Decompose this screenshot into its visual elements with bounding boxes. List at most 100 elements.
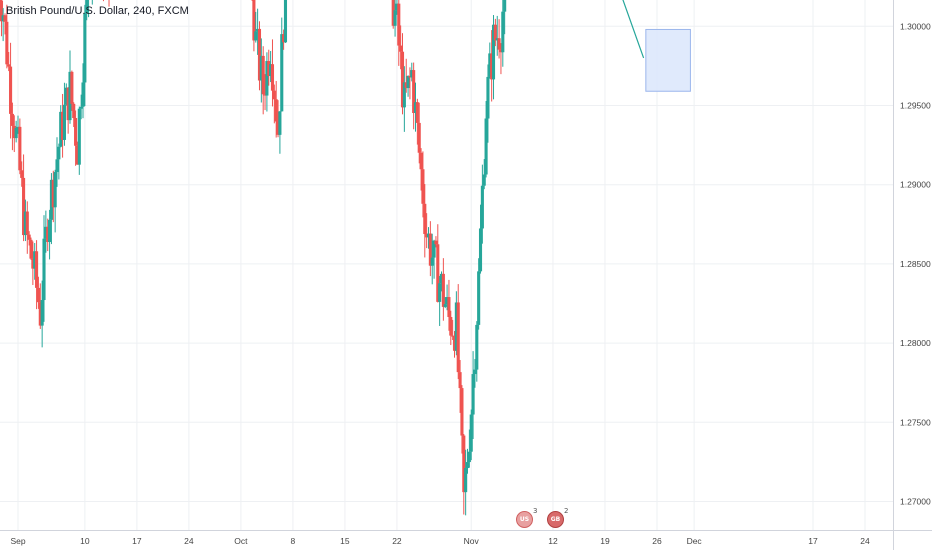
candle-body[interactable] xyxy=(421,169,425,204)
candle-body[interactable] xyxy=(254,31,258,41)
candle-body[interactable] xyxy=(257,28,262,81)
candle-body[interactable] xyxy=(62,104,66,140)
candle-body[interactable] xyxy=(276,121,280,135)
candle-body[interactable] xyxy=(280,34,284,112)
candle-body[interactable] xyxy=(417,122,421,153)
candle-body[interactable] xyxy=(406,75,410,89)
candle-body[interactable] xyxy=(486,76,490,119)
candle-body[interactable] xyxy=(478,228,483,272)
candle-body[interactable] xyxy=(283,0,288,43)
price-axis[interactable]: 1.330001.325001.320001.315001.310001.305… xyxy=(900,0,931,507)
candle-body[interactable] xyxy=(408,75,412,78)
candle-body[interactable] xyxy=(491,24,496,80)
candle-body[interactable] xyxy=(51,179,55,208)
candle-body[interactable] xyxy=(501,11,505,53)
candle-body[interactable] xyxy=(77,108,81,165)
candle-body[interactable] xyxy=(426,233,431,238)
candle-body[interactable] xyxy=(495,38,499,41)
candle-body[interactable] xyxy=(18,126,22,171)
candle-body[interactable] xyxy=(42,238,46,301)
candle-body[interactable] xyxy=(412,70,416,113)
candle-body[interactable] xyxy=(428,233,432,266)
candle-body[interactable] xyxy=(480,185,484,229)
candle-body[interactable] xyxy=(413,102,418,113)
candle-body[interactable] xyxy=(68,71,72,121)
candle-body[interactable] xyxy=(447,297,451,317)
candle-body[interactable] xyxy=(33,251,37,269)
candle-body[interactable] xyxy=(484,118,488,175)
candle-body[interactable] xyxy=(252,0,256,41)
candles[interactable] xyxy=(0,0,540,516)
candle-body[interactable] xyxy=(35,251,39,288)
candle-body[interactable] xyxy=(458,372,462,389)
candle-body[interactable] xyxy=(419,152,423,170)
candle-body[interactable] xyxy=(443,304,447,307)
projection-path[interactable] xyxy=(542,0,645,59)
candle-body[interactable] xyxy=(79,106,83,109)
candle-body[interactable] xyxy=(467,451,471,463)
candle-body[interactable] xyxy=(20,170,24,178)
candle-body[interactable] xyxy=(23,211,27,236)
candle-body[interactable] xyxy=(503,0,507,12)
candle-body[interactable] xyxy=(265,61,269,96)
candle-body[interactable] xyxy=(451,335,455,337)
candle-body[interactable] xyxy=(456,302,460,373)
candle-body[interactable] xyxy=(269,64,273,77)
candle-body[interactable] xyxy=(477,271,481,325)
gbr-flag-icon[interactable]: GB xyxy=(547,511,564,528)
candle-body[interactable] xyxy=(423,203,427,235)
candle-body[interactable] xyxy=(493,24,497,41)
candle-body[interactable] xyxy=(72,103,76,119)
candle-body[interactable] xyxy=(430,257,434,266)
event-gbr[interactable]: GB 2 xyxy=(547,507,568,528)
target-zone[interactable] xyxy=(645,28,691,92)
candle-body[interactable] xyxy=(410,70,414,78)
candle-body[interactable] xyxy=(12,125,16,139)
candle-body[interactable] xyxy=(473,369,477,375)
candle-body[interactable] xyxy=(462,435,466,493)
candle-body[interactable] xyxy=(278,111,282,135)
candle-body[interactable] xyxy=(441,273,445,307)
candle-body[interactable] xyxy=(432,240,436,258)
candle-body[interactable] xyxy=(38,302,42,326)
candle-body[interactable] xyxy=(263,94,267,96)
candle-body[interactable] xyxy=(74,118,78,146)
candle-body[interactable] xyxy=(49,179,53,220)
candle-body[interactable] xyxy=(55,159,59,173)
candle-body[interactable] xyxy=(465,462,470,469)
candle-body[interactable] xyxy=(10,113,14,126)
candle-body[interactable] xyxy=(464,468,468,493)
economic-events[interactable]: US 3 GB 2 xyxy=(516,507,568,528)
candle-body[interactable] xyxy=(482,174,486,186)
candle-body[interactable] xyxy=(397,3,401,46)
candle-body[interactable] xyxy=(31,258,35,269)
candle-body[interactable] xyxy=(3,15,7,22)
candle-body[interactable] xyxy=(48,219,52,243)
candle-body[interactable] xyxy=(1,15,5,22)
candle-body[interactable] xyxy=(471,374,475,415)
candle-body[interactable] xyxy=(29,239,33,259)
candle-body[interactable] xyxy=(267,61,271,77)
candle-body[interactable] xyxy=(40,300,44,326)
candle-body[interactable] xyxy=(83,13,87,83)
candle-body[interactable] xyxy=(274,99,278,122)
candle-body[interactable] xyxy=(399,45,403,52)
candle-body[interactable] xyxy=(436,244,440,302)
candle-body[interactable] xyxy=(0,0,4,22)
candle-body[interactable] xyxy=(5,21,9,65)
candle-body[interactable] xyxy=(44,226,48,239)
candle-body[interactable] xyxy=(64,87,68,105)
candle-body[interactable] xyxy=(261,55,265,95)
candle-body[interactable] xyxy=(391,0,395,26)
usa-flag-icon[interactable]: US xyxy=(516,511,533,528)
candle-body[interactable] xyxy=(439,273,444,284)
candle-body[interactable] xyxy=(66,87,70,121)
candle-body[interactable] xyxy=(434,240,438,245)
candle-body[interactable] xyxy=(393,10,397,26)
candle-body[interactable] xyxy=(445,297,449,305)
candle-body[interactable] xyxy=(75,145,79,165)
candle-body[interactable] xyxy=(460,388,464,436)
candle-body[interactable] xyxy=(402,82,406,108)
candle-body[interactable] xyxy=(499,49,503,53)
